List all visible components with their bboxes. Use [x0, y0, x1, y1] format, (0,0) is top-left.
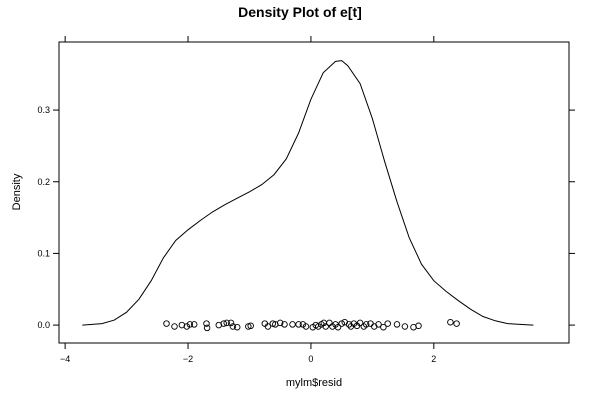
residual-point	[334, 323, 342, 331]
data-points	[163, 318, 460, 332]
x-axis-ticks: −4 −2 0 2	[60, 36, 436, 364]
chart-title: Density Plot of e[t]	[238, 4, 362, 20]
residual-point	[295, 321, 302, 328]
density-curve	[82, 60, 534, 326]
residual-point	[203, 320, 210, 327]
residual-point	[338, 320, 345, 327]
residual-point	[345, 321, 353, 328]
residual-point	[384, 320, 391, 327]
residual-point	[356, 319, 364, 327]
residual-point	[326, 319, 333, 327]
residual-point	[264, 323, 272, 330]
residual-point	[375, 321, 382, 328]
residual-point	[447, 318, 454, 326]
y-axis-ticks: 0.0 0.1 0.2 0.3	[37, 105, 575, 330]
residual-point	[233, 323, 241, 331]
x-tick-label: −2	[183, 354, 193, 364]
y-tick-label: 0.1	[37, 248, 50, 258]
residual-point	[380, 323, 387, 331]
residual-point	[289, 321, 296, 328]
x-tick-label: 0	[308, 354, 313, 364]
residual-point	[190, 321, 198, 328]
residual-point	[186, 321, 194, 328]
x-axis-label: mylm$resid	[286, 377, 342, 389]
residual-point	[223, 319, 230, 327]
residual-point	[203, 324, 211, 332]
y-tick-label: 0.0	[37, 320, 50, 330]
plot-frame	[58, 41, 570, 344]
residual-point	[220, 320, 227, 327]
residual-point	[281, 321, 288, 328]
residual-point	[276, 319, 284, 327]
y-axis-label: Density	[11, 173, 23, 210]
y-tick-label: 0.3	[37, 105, 50, 115]
residual-point	[362, 321, 370, 328]
residual-point	[322, 323, 329, 330]
x-tick-label: −4	[60, 354, 70, 364]
residual-point	[227, 319, 235, 327]
residual-point	[415, 322, 422, 330]
residual-point	[229, 323, 237, 330]
residual-point	[302, 323, 310, 330]
residual-point	[401, 323, 409, 330]
residual-point	[453, 320, 460, 327]
residual-point	[247, 322, 254, 330]
residual-point	[393, 321, 401, 328]
y-tick-label: 0.2	[37, 177, 50, 187]
x-tick-label: 2	[431, 354, 436, 364]
residual-point	[163, 320, 170, 327]
residual-point	[171, 323, 178, 330]
